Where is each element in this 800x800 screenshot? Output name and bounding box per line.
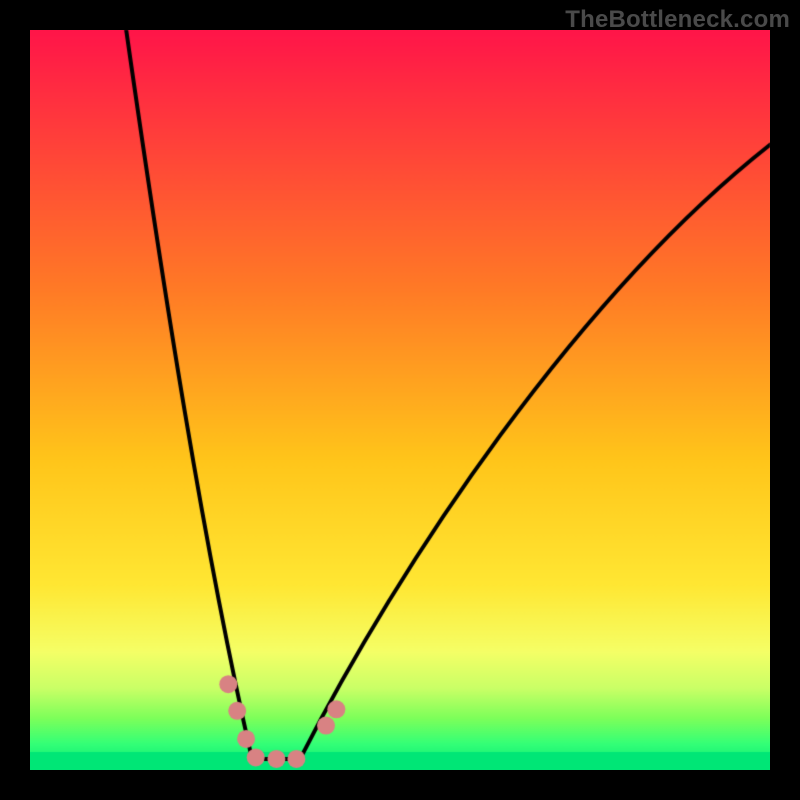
- chart-stage: TheBottleneck.com: [0, 0, 800, 800]
- watermark-label: TheBottleneck.com: [565, 6, 790, 34]
- bottleneck-curve: [0, 0, 800, 800]
